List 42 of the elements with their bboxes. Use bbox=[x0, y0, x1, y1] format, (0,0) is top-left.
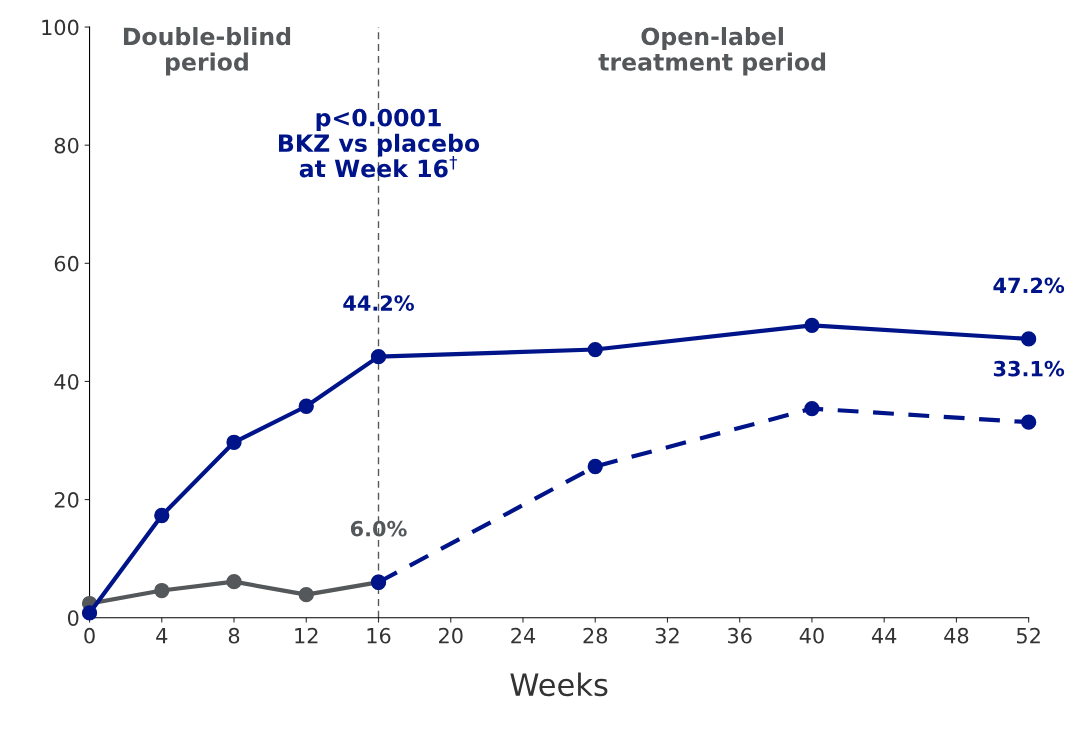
x-tick-label: 12 bbox=[295, 627, 318, 644]
x-tick-label: 48 bbox=[944, 627, 969, 644]
point bbox=[804, 317, 820, 333]
x-tick-label: 32 bbox=[655, 627, 679, 644]
data-label: 44.2% bbox=[343, 295, 414, 311]
x-tick-label: 4 bbox=[156, 628, 168, 644]
y-tick-label: 20 bbox=[54, 492, 79, 508]
annotation: Double-blind period bbox=[123, 27, 291, 76]
point bbox=[298, 587, 314, 603]
x-tick-label: 8 bbox=[228, 627, 240, 644]
x-tick-label: 20 bbox=[439, 627, 463, 644]
x-tick-label: 16 bbox=[367, 627, 391, 644]
point bbox=[1021, 414, 1037, 430]
x-tick-label: 28 bbox=[583, 627, 608, 644]
y-tick-label: 0 bbox=[67, 610, 79, 626]
point bbox=[370, 348, 387, 365]
point bbox=[587, 341, 603, 358]
x-tick-label: 0 bbox=[84, 627, 95, 644]
annotation: Open-label treatment period bbox=[598, 27, 826, 76]
point bbox=[226, 434, 242, 450]
x-tick-label: 24 bbox=[511, 627, 536, 644]
y-tick-label: 40 bbox=[54, 373, 79, 390]
x-tick-label: 44 bbox=[871, 628, 897, 644]
point bbox=[154, 507, 170, 524]
x-tick-label: 40 bbox=[799, 627, 824, 644]
x-tick-label: 36 bbox=[728, 627, 752, 644]
point bbox=[81, 605, 98, 621]
x-tick-label: 52 bbox=[1017, 627, 1040, 644]
point bbox=[154, 582, 170, 599]
point bbox=[587, 458, 603, 475]
data-label: 6.0% bbox=[350, 520, 407, 537]
y-tick-label: 60 bbox=[54, 255, 79, 272]
point bbox=[1021, 331, 1037, 347]
x-axis-title: Weeks bbox=[510, 672, 608, 697]
data-label: 47.2% bbox=[993, 277, 1065, 294]
data-label: 33.1% bbox=[993, 360, 1065, 377]
point bbox=[226, 574, 242, 590]
y-tick-label: 100 bbox=[42, 19, 79, 36]
y-tick-label: 80 bbox=[54, 137, 79, 154]
point bbox=[298, 398, 314, 414]
point bbox=[804, 400, 820, 417]
annotation: p<0.0001 BKZ vs placebo at Week 16$^{†}$ bbox=[278, 108, 480, 178]
